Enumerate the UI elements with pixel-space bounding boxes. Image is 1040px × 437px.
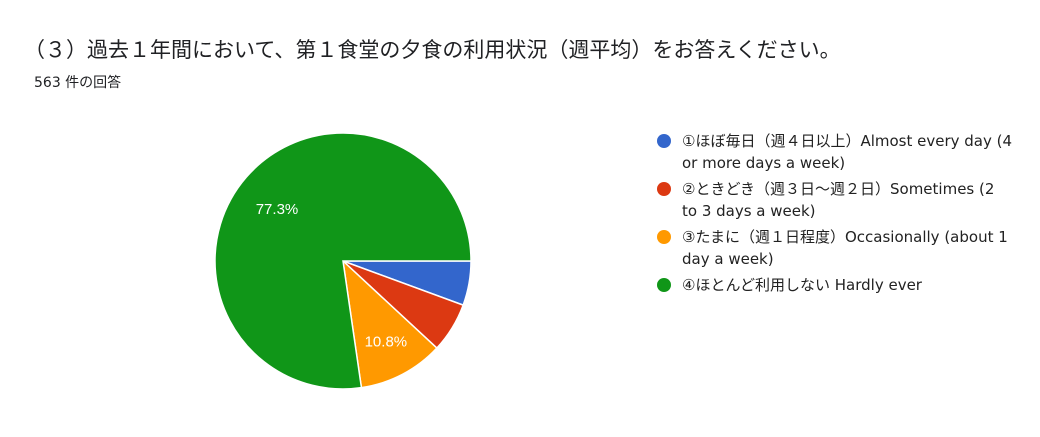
legend-swatch — [657, 182, 671, 196]
pie-slice-4[interactable] — [214, 132, 472, 390]
pie-slice-3[interactable] — [341, 259, 438, 389]
legend-label: ①ほぼ毎日（週４日以上）Almost every day (4 or more … — [682, 132, 1013, 172]
response-count: 563 件の回答 — [34, 75, 122, 91]
legend-swatch — [657, 134, 671, 148]
legend-label: ③たまに（週１日程度）Occasionally (about 1 day a w… — [682, 228, 1008, 268]
legend-swatch — [657, 230, 671, 244]
legend-item-1[interactable]: ①ほぼ毎日（週４日以上）Almost every day (4 or more … — [654, 130, 1014, 174]
data-label-3: 10.8% — [365, 334, 408, 351]
question-title: （３）過去１年間において、第１食堂の夕食の利用状況（週平均）をお答えください。 — [24, 38, 841, 62]
legend: ①ほぼ毎日（週４日以上）Almost every day (4 or more … — [654, 130, 1014, 300]
legend-item-2[interactable]: ②ときどき（週３日〜週２日）Sometimes (2 to 3 days a w… — [654, 178, 1014, 222]
pie-chart: 10.8% 77.3% — [214, 132, 472, 390]
legend-label: ④ほとんど利用しない Hardly ever — [682, 276, 922, 294]
legend-item-3[interactable]: ③たまに（週１日程度）Occasionally (about 1 day a w… — [654, 226, 1014, 270]
legend-label: ②ときどき（週３日〜週２日）Sometimes (2 to 3 days a w… — [682, 180, 995, 220]
legend-swatch — [657, 278, 671, 292]
legend-item-4[interactable]: ④ほとんど利用しない Hardly ever — [654, 274, 1014, 296]
data-label-4: 77.3% — [256, 201, 299, 218]
